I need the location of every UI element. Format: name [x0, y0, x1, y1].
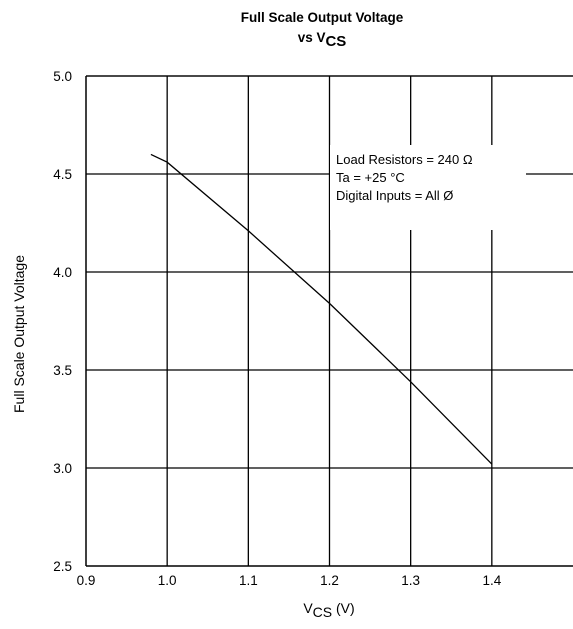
chart-title-line2-subscript: CS	[325, 33, 346, 50]
y-tick-label-5-0: 5.0	[53, 69, 72, 84]
y-axis-label: Full Scale Output Voltage	[11, 255, 27, 413]
x-axis-label: VCS (V)	[303, 600, 354, 620]
chart-title-line2-main: vs V	[298, 30, 326, 45]
y-tick-label-3-0: 3.0	[53, 461, 72, 476]
x-tick-label-1-3: 1.3	[401, 573, 420, 588]
x-tick-label-1-4: 1.4	[482, 573, 501, 588]
x-tick-label-0-9: 0.9	[77, 573, 96, 588]
y-tick-labels: 2.5 3.0 3.5 4.0 4.5 5.0	[53, 69, 72, 574]
y-tick-label-3-5: 3.5	[53, 363, 72, 378]
x-axis-label-unit: (V)	[332, 600, 355, 616]
series-line-1	[150, 153, 493, 465]
chart-title-line1: Full Scale Output Voltage	[241, 10, 404, 25]
annotation-box: Load Resistors = 240 Ω Ta = +25 °C Digital…	[330, 145, 526, 230]
x-axis-label-main: V	[303, 600, 313, 616]
y-tick-label-4-5: 4.5	[53, 167, 72, 182]
series	[150, 153, 493, 465]
y-tick-label-4-0: 4.0	[53, 265, 72, 280]
annotation-line-2: Ta = +25 °C	[336, 170, 405, 185]
x-tick-labels: 0.9 1.0 1.1 1.2 1.3 1.4	[77, 573, 502, 588]
x-tick-label-1-0: 1.0	[158, 573, 177, 588]
chart-title-line2: vs VCS	[298, 30, 347, 50]
plot-frame	[85, 75, 573, 567]
annotation-background	[330, 145, 526, 230]
annotation-line-3: Digital Inputs = All Ø	[336, 188, 453, 203]
x-axis-label-subscript: CS	[313, 604, 332, 620]
x-tick-label-1-1: 1.1	[239, 573, 258, 588]
x-tick-label-1-2: 1.2	[320, 573, 339, 588]
annotation-line-1: Load Resistors = 240 Ω	[336, 152, 473, 167]
y-tick-label-2-5: 2.5	[53, 559, 72, 574]
